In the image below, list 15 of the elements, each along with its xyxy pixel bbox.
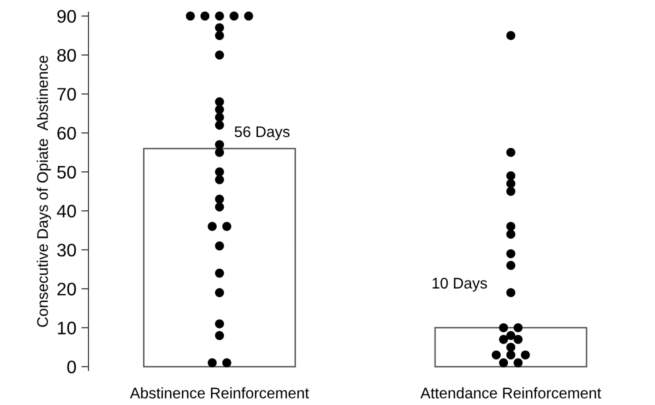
data-label: 56 Days	[234, 126, 290, 140]
y-tick-label: 30	[57, 244, 76, 257]
y-tick-label: 70	[57, 88, 76, 101]
y-tick-label: 50	[57, 166, 76, 179]
y-axis-title: Consecutive Days of Opiate Abstinence	[36, 56, 51, 327]
y-tick-label: 60	[57, 126, 76, 140]
x-tick-label: Abstinence Reinforcement	[130, 387, 309, 398]
y-tick-label: 40	[56, 204, 76, 218]
y-tick-label: 20	[57, 282, 76, 296]
y-tick-label: 80	[57, 48, 76, 62]
data-label: 10 Days	[432, 278, 487, 292]
y-tick-label: 90	[57, 10, 76, 23]
y-tick-label: 10	[58, 322, 76, 334]
x-tick-label: Attendance Reinforcement	[420, 387, 602, 398]
y-tick-label: 0	[67, 360, 76, 374]
